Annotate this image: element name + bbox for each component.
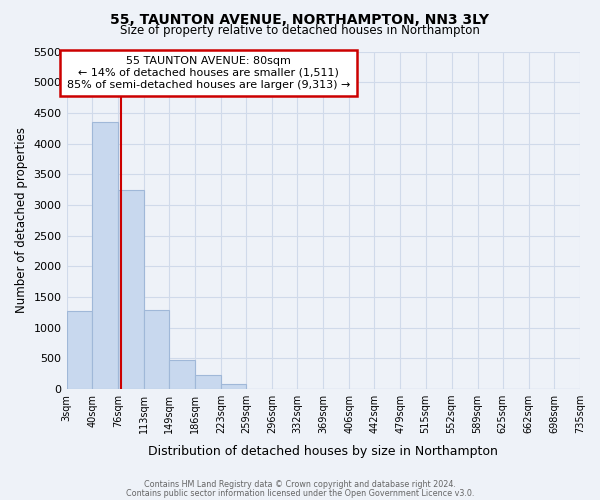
Bar <box>195 375 221 389</box>
Bar <box>169 360 195 389</box>
Bar <box>92 122 118 389</box>
X-axis label: Distribution of detached houses by size in Northampton: Distribution of detached houses by size … <box>148 444 498 458</box>
Bar <box>144 310 169 389</box>
Text: 55 TAUNTON AVENUE: 80sqm
← 14% of detached houses are smaller (1,511)
85% of sem: 55 TAUNTON AVENUE: 80sqm ← 14% of detach… <box>67 56 350 90</box>
Text: Size of property relative to detached houses in Northampton: Size of property relative to detached ho… <box>120 24 480 37</box>
Bar <box>67 311 92 389</box>
Text: 55, TAUNTON AVENUE, NORTHAMPTON, NN3 3LY: 55, TAUNTON AVENUE, NORTHAMPTON, NN3 3LY <box>110 12 490 26</box>
Y-axis label: Number of detached properties: Number of detached properties <box>15 128 28 314</box>
Text: Contains public sector information licensed under the Open Government Licence v3: Contains public sector information licen… <box>126 488 474 498</box>
Bar <box>221 384 246 389</box>
Bar <box>118 190 144 389</box>
Text: Contains HM Land Registry data © Crown copyright and database right 2024.: Contains HM Land Registry data © Crown c… <box>144 480 456 489</box>
